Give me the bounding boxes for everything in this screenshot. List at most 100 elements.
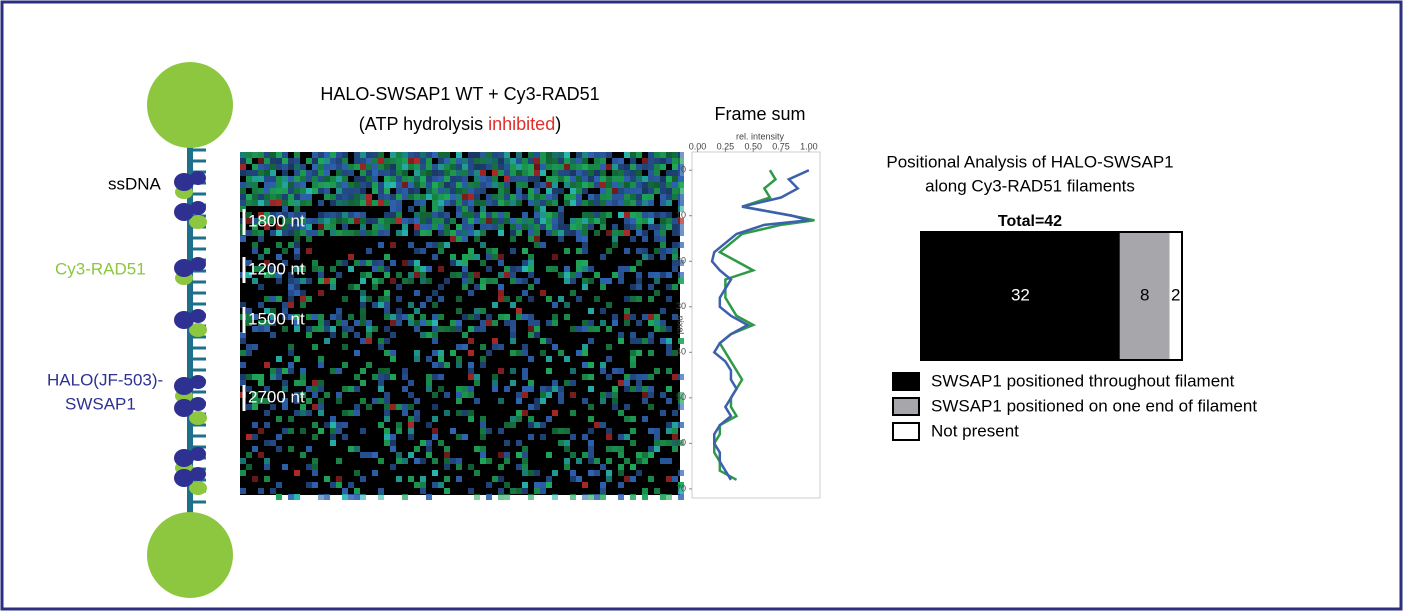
kymo-pixel: [342, 332, 348, 338]
kymo-pixel: [630, 182, 636, 188]
kymo-pixel: [354, 158, 360, 164]
kymo-pixel: [672, 164, 678, 170]
kymo-pixel: [288, 416, 294, 422]
kymo-pixel: [528, 266, 534, 272]
kymo-pixel: [282, 200, 288, 206]
kymo-pixel: [438, 356, 444, 362]
kymo-pixel: [600, 488, 606, 494]
kymo-pixel: [306, 386, 312, 392]
kymo-pixel: [318, 380, 324, 386]
kymo-pixel: [636, 260, 642, 266]
kymo-pixel: [486, 494, 492, 500]
kymo-pixel: [552, 170, 558, 176]
kymo-pixel: [420, 440, 426, 446]
kymo-pixel: [240, 350, 246, 356]
kymo-pixel: [366, 260, 372, 266]
kymo-pixel: [396, 206, 402, 212]
kymo-pixel: [516, 488, 522, 494]
kymo-pixel: [666, 152, 672, 158]
kymo-pixel: [486, 212, 492, 218]
kymo-pixel: [624, 404, 630, 410]
kymo-pixel: [342, 422, 348, 428]
kymo-pixel: [402, 164, 408, 170]
kymo-pixel: [492, 386, 498, 392]
kymo-pixel: [642, 200, 648, 206]
kymo-pixel: [612, 392, 618, 398]
kymo-pixel: [654, 368, 660, 374]
kymo-pixel: [390, 374, 396, 380]
kymo-pixel: [672, 248, 678, 254]
kymo-pixel: [474, 494, 480, 500]
kymo-pixel: [678, 152, 684, 158]
x-tick-label: 0.75: [772, 141, 790, 151]
kymo-pixel: [648, 476, 654, 482]
kymo-pixel: [564, 230, 570, 236]
y-tick-label: 70: [676, 483, 686, 493]
swsap1-blob: [190, 309, 206, 323]
kymo-pixel: [558, 188, 564, 194]
kymo-pixel: [504, 176, 510, 182]
kymo-pixel: [456, 458, 462, 464]
kymo-pixel: [312, 404, 318, 410]
kymo-pixel: [678, 188, 684, 194]
kymo-pixel: [390, 446, 396, 452]
kymo-pixel: [300, 170, 306, 176]
kymo-pixel: [432, 188, 438, 194]
kymo-pixel: [312, 314, 318, 320]
kymo-pixel: [546, 212, 552, 218]
kymo-pixel: [534, 230, 540, 236]
kymo-pixel: [546, 176, 552, 182]
kymo-pixel: [564, 380, 570, 386]
kymo-pixel: [294, 188, 300, 194]
kymo-pixel: [384, 314, 390, 320]
kymo-pixel: [312, 326, 318, 332]
kymo-pixel: [426, 164, 432, 170]
kymo-pixel: [480, 416, 486, 422]
kymo-pixel: [582, 278, 588, 284]
kymo-pixel: [312, 260, 318, 266]
kymo-pixel: [300, 230, 306, 236]
kymo-pixel: [366, 338, 372, 344]
kymo-pixel: [462, 410, 468, 416]
length-label: 1800 nt: [248, 211, 305, 230]
kymo-pixel: [666, 326, 672, 332]
kymo-pixel: [480, 260, 486, 266]
kymo-pixel: [444, 170, 450, 176]
kymo-pixel: [384, 254, 390, 260]
kymo-pixel: [366, 218, 372, 224]
kymo-pixel: [468, 254, 474, 260]
kymo-pixel: [282, 230, 288, 236]
kymo-pixel: [252, 194, 258, 200]
kymo-pixel: [312, 266, 318, 272]
kymo-pixel: [312, 464, 318, 470]
kymo-pixel: [546, 194, 552, 200]
kymo-pixel: [546, 158, 552, 164]
kymo-pixel: [648, 350, 654, 356]
kymo-pixel: [282, 188, 288, 194]
kymo-pixel: [456, 476, 462, 482]
kymo-pixel: [642, 230, 648, 236]
kymo-pixel: [666, 338, 672, 344]
kymo-pixel: [504, 458, 510, 464]
kymo-pixel: [510, 332, 516, 338]
kymo-pixel: [474, 182, 480, 188]
kymo-pixel: [420, 458, 426, 464]
kymo-pixel: [294, 290, 300, 296]
kymo-pixel: [396, 188, 402, 194]
kymo-pixel: [480, 188, 486, 194]
kymo-pixel: [570, 170, 576, 176]
kymo-pixel: [576, 260, 582, 266]
kymo-pixel: [312, 434, 318, 440]
kymo-pixel: [348, 314, 354, 320]
kymo-pixel: [492, 176, 498, 182]
kymo-pixel: [612, 272, 618, 278]
kymo-pixel: [594, 296, 600, 302]
kymo-pixel: [582, 248, 588, 254]
kymo-pixel: [366, 182, 372, 188]
kymo-pixel: [324, 188, 330, 194]
kymo-pixel: [546, 386, 552, 392]
kymo-pixel: [546, 416, 552, 422]
kymo-pixel: [456, 362, 462, 368]
kymo-pixel: [426, 452, 432, 458]
kymo-pixel: [396, 314, 402, 320]
